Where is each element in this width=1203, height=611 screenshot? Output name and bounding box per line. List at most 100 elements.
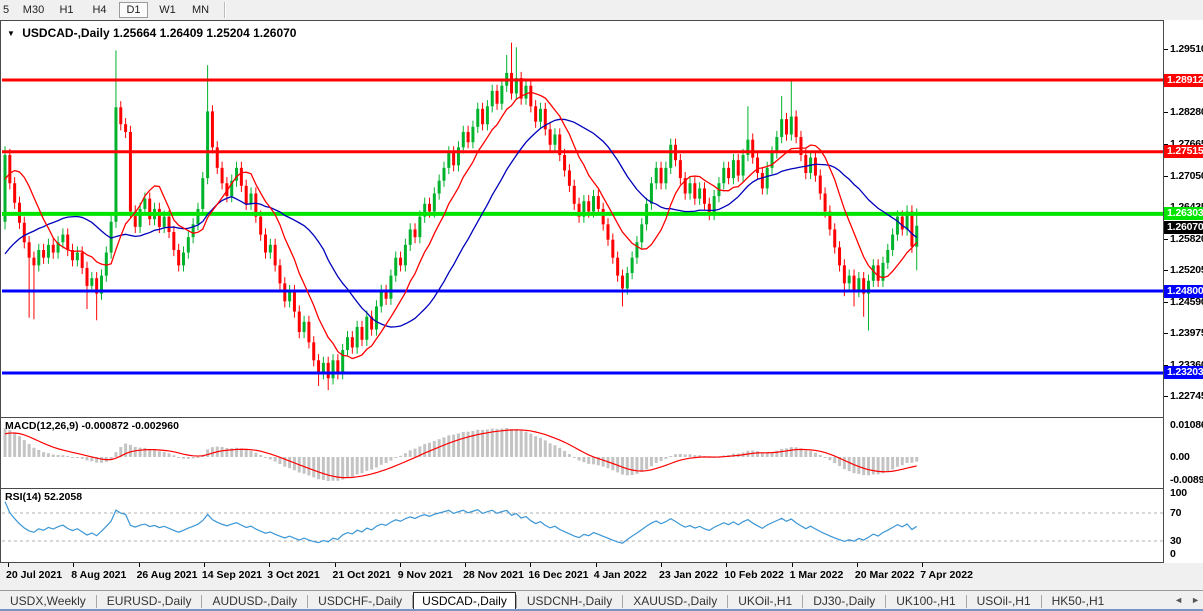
price-tick-label: 1.28280 — [1170, 106, 1203, 119]
date-tickmark — [726, 563, 728, 567]
date-tickmark — [661, 563, 662, 567]
tab-divider — [95, 594, 97, 608]
price-level-badge: 1.28912 — [1164, 73, 1203, 87]
date-label: 9 Nov 2021 — [397, 569, 453, 581]
date-tickmark — [465, 563, 467, 567]
chart-tab-audusd-daily[interactable]: AUDUSD-,Daily — [212, 594, 298, 608]
date-label: 10 Feb 2022 — [724, 569, 784, 581]
chart-tab-usdx-weekly[interactable]: USDX,Weekly — [10, 594, 86, 608]
date-label: 20 Mar 2022 — [854, 569, 915, 581]
date-tickmark — [922, 563, 924, 567]
chart-tab-uk100-h1[interactable]: UK100-,H1 — [896, 594, 956, 608]
macd-axis-label: 0.010869 — [1170, 419, 1203, 431]
timeframe-toolbar: 5 M30 H1 H4 D1 W1 MN — [0, 0, 1203, 20]
price-tickmark — [1164, 49, 1168, 51]
chart-tab-usdcnh-daily[interactable]: USDCNH-,Daily — [526, 594, 613, 608]
rsi-axis-label: 30 — [1170, 535, 1182, 547]
date-tickmark — [269, 563, 271, 567]
chart-tab-xauusd-daily[interactable]: XAUUSD-,Daily — [633, 594, 718, 608]
timeframe-button-w1[interactable]: W1 — [159, 4, 176, 16]
tab-divider — [727, 594, 729, 608]
date-label: 14 Sep 2021 — [201, 569, 263, 581]
price-tickmark — [1164, 364, 1168, 366]
rsi-current-value: 52.2058 — [44, 491, 83, 503]
date-tickmark — [138, 563, 140, 567]
tab-divider — [1040, 594, 1042, 608]
rsi-name: RSI(14) — [5, 491, 42, 503]
date-label: 26 Aug 2021 — [136, 569, 198, 581]
price-level-badge: 1.26303 — [1164, 207, 1203, 221]
tab-scroll-right-icon[interactable]: ► — [1191, 595, 1200, 605]
tab-divider — [622, 594, 624, 608]
price-tickmark — [1164, 301, 1168, 303]
tab-divider — [412, 594, 414, 608]
date-tickmark — [530, 563, 532, 567]
rsi-pane[interactable] — [0, 488, 1164, 563]
macd-indicator-label: MACD(12,26,9) -0.000872 -0.002960 — [5, 420, 179, 432]
tab-scroll-buttons: ◄ ► — [1168, 595, 1200, 605]
tab-divider — [515, 594, 517, 608]
price-tick-label: 1.23975 — [1170, 327, 1203, 340]
date-axis: 20 Jul 2021 8 Aug 2021 26 Aug 2021 14 Sep 2… — [0, 563, 1203, 590]
price-tick-label: 1.29510 — [1170, 43, 1203, 56]
chart-tab-hk50-h1[interactable]: HK50-,H1 — [1051, 594, 1105, 608]
price-axis: 1.295101.282801.276651.270501.264351.258… — [1164, 20, 1203, 563]
price-level-badge: 1.23203 — [1164, 366, 1203, 380]
price-tick-label: 1.27050 — [1170, 169, 1203, 182]
date-label: 23 Jan 2022 — [659, 569, 718, 581]
chart-symbol-label: USDCAD-,Daily — [22, 26, 110, 40]
date-label: 7 Apr 2022 — [920, 569, 973, 581]
macd-axis-label: -0.00897 — [1170, 474, 1203, 486]
price-tickmark — [1164, 143, 1168, 145]
date-label: 4 Jan 2022 — [593, 569, 647, 581]
tab-divider — [885, 594, 887, 608]
tab-scroll-left-icon[interactable]: ◄ — [1174, 595, 1184, 605]
date-label: 28 Nov 2021 — [463, 569, 524, 581]
price-tickmark — [1164, 396, 1168, 398]
macd-axis-label: 0.00 — [1170, 451, 1190, 463]
price-level-badge: 1.27515 — [1164, 145, 1203, 159]
date-label: 20 Jul 2021 — [6, 569, 63, 581]
price-tickmark — [1164, 270, 1168, 272]
date-tickmark — [203, 563, 205, 567]
chart-tab-eurusd-daily[interactable]: EURUSD-,Daily — [106, 594, 192, 608]
date-label: 3 Oct 2021 — [267, 569, 320, 581]
chart-ohlc-values: 1.25664 1.26409 1.25204 1.26070 — [112, 26, 297, 40]
chart-tab-usdcad-daily[interactable]: USDCAD-,Daily — [413, 592, 516, 610]
date-tickmark — [8, 563, 9, 567]
date-label: 1 Mar 2022 — [789, 569, 844, 581]
date-tickmark — [595, 563, 597, 567]
chart-tab-usoil-h1[interactable]: USOil-,H1 — [976, 594, 1031, 608]
price-tick-label: 1.22745 — [1170, 390, 1203, 403]
rsi-axis-label: 70 — [1170, 507, 1182, 519]
tab-divider — [965, 594, 967, 608]
date-tickmark — [334, 563, 336, 567]
timeframe-button-m30[interactable]: M30 — [22, 4, 45, 16]
chart-tab-dj30-daily[interactable]: DJ30-,Daily — [813, 594, 876, 608]
date-tickmark — [399, 563, 401, 567]
date-label: 8 Aug 2021 — [71, 569, 127, 581]
price-tickmark — [1164, 112, 1168, 114]
price-level-badge: 1.24800 — [1164, 284, 1203, 298]
tab-divider — [307, 594, 309, 608]
chart-tab-usdchf-daily[interactable]: USDCHF-,Daily — [318, 594, 403, 608]
toolbar-separator — [224, 2, 226, 18]
timeframe-button-mn[interactable]: MN — [191, 4, 210, 16]
price-tick-label: 1.24590 — [1170, 295, 1203, 308]
chart-dropdown-icon[interactable]: ▼ — [7, 29, 15, 38]
tab-divider — [201, 594, 203, 608]
price-tickmark — [1164, 333, 1168, 335]
timeframe-button-d1[interactable]: D1 — [119, 2, 148, 18]
timeframe-button-h1[interactable]: H1 — [59, 4, 74, 16]
timeframe-button-h4[interactable]: H4 — [92, 4, 107, 16]
date-tickmark — [73, 563, 75, 567]
chart-tab-ukoil-h1[interactable]: UKOil-,H1 — [738, 594, 793, 608]
price-tickmark — [1164, 175, 1168, 177]
rsi-indicator-label: RSI(14) 52.2058 — [5, 491, 82, 503]
main-chart-pane[interactable] — [0, 20, 1164, 418]
timeframe-button-5[interactable]: 5 — [2, 4, 10, 16]
price-tick-label: 1.25205 — [1170, 264, 1203, 277]
date-tickmark — [791, 563, 793, 567]
macd-name: MACD(12,26,9) — [5, 420, 79, 432]
